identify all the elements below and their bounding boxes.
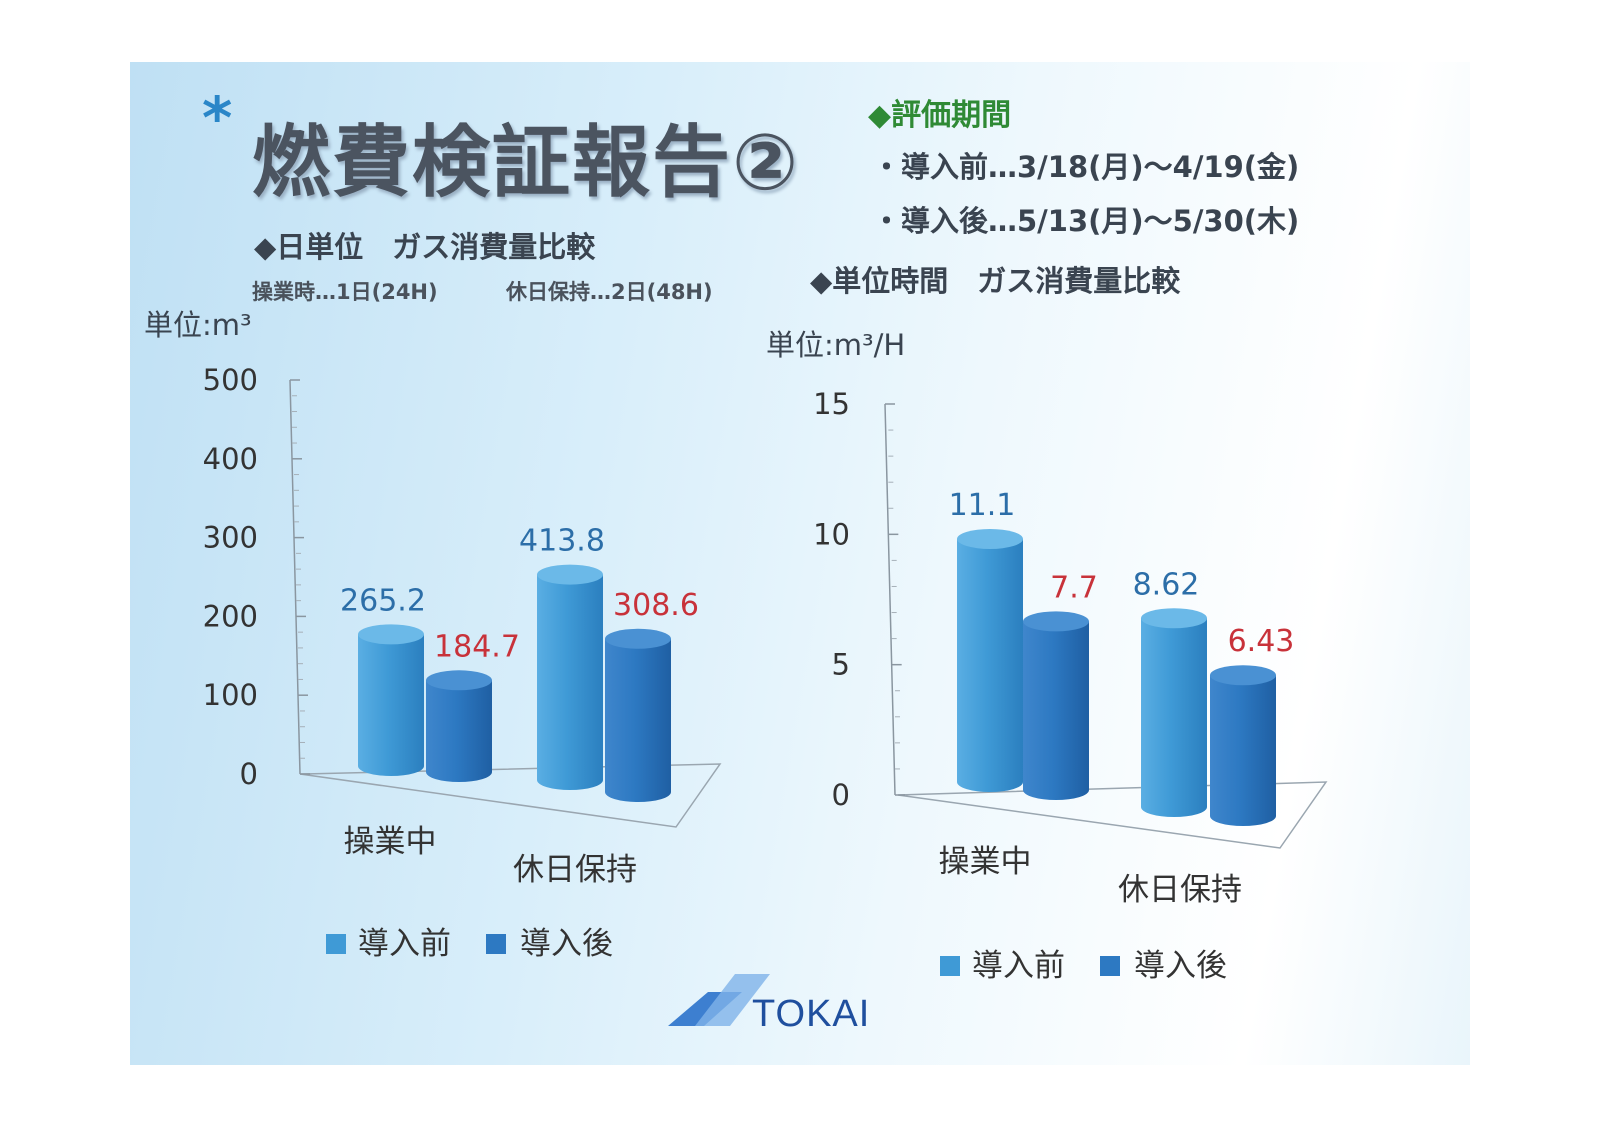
tokai-logo: TOKAI <box>668 974 870 1035</box>
bar-after-2 <box>605 628 671 802</box>
x-category-label: 休日保持 <box>1118 872 1242 908</box>
y-tick-label: 10 <box>813 517 850 551</box>
y-tick-label: 200 <box>203 599 258 633</box>
bar-before-1 <box>957 528 1023 792</box>
legend-swatch <box>1100 956 1120 976</box>
bar-after-1 <box>426 670 492 782</box>
y-tick-label: 300 <box>203 521 258 555</box>
bar-body <box>1141 618 1207 817</box>
left-chart-note-holiday: 休日保持…2日(48H) <box>506 280 713 304</box>
y-tick-label: 500 <box>203 363 258 397</box>
right-chart-unit: 単位:m³/H <box>766 328 906 362</box>
legend-swatch <box>940 956 960 976</box>
bar-body <box>1023 621 1089 800</box>
bar-body <box>426 680 492 782</box>
y-axis-line <box>289 379 301 775</box>
bar-top <box>1141 608 1207 629</box>
y-tick-label: 100 <box>203 678 258 712</box>
bar-top <box>1210 665 1276 686</box>
legend-label: 導入前 <box>358 926 451 962</box>
y-tick-label: 0 <box>832 778 850 812</box>
bar-top <box>426 670 492 691</box>
legend-swatch <box>326 934 346 954</box>
charts-canvas: 0100200300400500265.2413.8184.7308.6操業中休… <box>203 363 1328 1035</box>
data-label: 8.62 <box>1133 567 1200 602</box>
bar-before-2 <box>1141 608 1207 817</box>
data-label: 11.1 <box>949 488 1016 523</box>
x-category-label: 操業中 <box>939 844 1032 880</box>
data-label: 413.8 <box>519 524 605 559</box>
slide: * 燃費検証報告② ◆評価期間 ・導入前…3/18(月)～4/19(金) ・導入… <box>130 62 1470 1065</box>
y-axis-line <box>884 403 896 796</box>
chart-floor <box>897 781 1328 849</box>
x-category-label: 休日保持 <box>513 852 637 888</box>
data-label: 265.2 <box>340 583 426 618</box>
bar-before-1 <box>358 624 424 776</box>
data-label: 6.43 <box>1228 624 1295 659</box>
evaluation-period-after: ・導入後…5/13(月)～5/30(木) <box>872 204 1300 238</box>
left-chart: 0 100 200 300 400 500 265.2 413.8 184.7 308.6 操業中休… <box>203 363 722 962</box>
bar-body <box>358 634 424 776</box>
legend-label: 導入前 <box>972 948 1065 984</box>
y-tick-label: 0 <box>240 757 258 791</box>
bar-body <box>1210 675 1276 826</box>
bar-top <box>537 564 603 585</box>
bar-top <box>957 528 1023 549</box>
page-title: 燃費検証報告② <box>252 118 801 208</box>
left-chart-heading: ◆日単位 ガス消費量比較 <box>254 230 596 264</box>
data-label: 184.7 <box>434 629 520 664</box>
evaluation-period-before: ・導入前…3/18(月)～4/19(金) <box>872 150 1300 184</box>
data-label: 7.7 <box>1050 570 1098 605</box>
logo-mark-shape-2 <box>695 974 770 1026</box>
legend-label: 導入後 <box>520 926 613 962</box>
logo-text: TOKAI <box>752 993 870 1035</box>
data-label: 308.6 <box>613 588 699 623</box>
bar-body <box>957 538 1023 792</box>
x-category-label: 操業中 <box>344 824 437 860</box>
y-tick-label: 400 <box>203 442 258 476</box>
y-tick-label: 5 <box>832 648 850 682</box>
left-chart-unit: 単位:m³ <box>144 308 252 342</box>
title-asterisk: * <box>202 84 233 152</box>
bar-top <box>605 628 671 649</box>
bar-top <box>1023 611 1089 632</box>
left-chart-note-operating: 操業時…1日(24H) <box>252 280 438 304</box>
right-chart-heading: ◆単位時間 ガス消費量比較 <box>810 264 1181 298</box>
bar-top <box>358 624 424 645</box>
bar-body <box>605 638 671 802</box>
bar-body <box>537 574 603 790</box>
legend-label: 導入後 <box>1134 948 1227 984</box>
y-tick-label: 15 <box>813 387 850 421</box>
bar-after-1 <box>1023 611 1089 800</box>
legend-swatch <box>486 934 506 954</box>
bar-before-2 <box>537 564 603 790</box>
evaluation-period-heading: ◆評価期間 <box>868 98 1012 133</box>
bar-after-2 <box>1210 665 1276 826</box>
